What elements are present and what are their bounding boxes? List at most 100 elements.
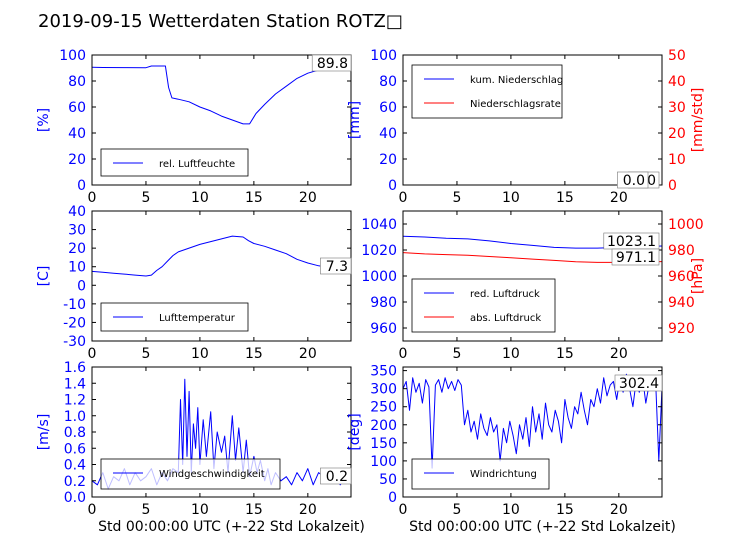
legend: Lufttemperatur	[100, 302, 249, 332]
x-tick-label: 5	[452, 346, 461, 362]
legend-box	[100, 458, 281, 490]
figure-title: 2019-09-15 Wetterdaten Station ROTZ□	[38, 11, 403, 32]
y-tick-label: 60	[379, 100, 397, 116]
x-tick-label: 5	[141, 346, 150, 362]
x-tick-label: 15	[556, 190, 574, 206]
current-value-label: 7.3	[326, 259, 348, 275]
y2-tick-label: 40	[668, 74, 686, 90]
current-value-label: 89.8	[317, 56, 348, 72]
x-axis-label: Std 00:00:00 UTC (+-22 Std Lokalzeit)	[409, 519, 676, 535]
y2-tick-label: 920	[668, 321, 695, 337]
y-axis-label: [deg]	[347, 413, 363, 450]
x-tick-label: 20	[299, 346, 317, 362]
y-axis-label: [m/s]	[36, 414, 52, 451]
x-tick-label: 20	[299, 190, 317, 206]
y-tick-label: 1040	[361, 217, 397, 233]
y-tick-label: 200	[370, 418, 397, 434]
y2-tick-label: 960	[668, 269, 695, 285]
legend: red. Luftdruck abs. Luftdruck	[411, 278, 556, 333]
x-tick-label: 0	[399, 502, 408, 518]
y-tick-label: 1.4	[64, 376, 86, 392]
y-tick-label: 40	[379, 126, 397, 142]
x-tick-label: 0	[399, 346, 408, 362]
y-tick-label: 100	[59, 48, 86, 64]
y-tick-label: 1.2	[64, 393, 86, 409]
legend-label: rel. Luftfeuchte	[159, 159, 235, 170]
legend-label: abs. Luftdruck	[470, 313, 541, 324]
y-tick-label: 1.0	[64, 409, 86, 425]
y-tick-label: 0.8	[64, 425, 86, 441]
current-value-label-box	[320, 467, 352, 485]
x-tick-label: 10	[502, 346, 520, 362]
x-tick-label: 5	[452, 190, 461, 206]
current-value-label-box	[617, 171, 649, 189]
current-value-label: 0.2	[326, 469, 348, 485]
series-line-temperature-0	[91, 235, 352, 277]
legend-label: Niederschlagsrate	[470, 99, 561, 110]
x-tick-label: 0	[88, 346, 97, 362]
legend-label: Windgeschwindigkeit	[159, 469, 265, 480]
y-tick-label: 0	[77, 278, 86, 294]
y-tick-label: -10	[63, 297, 86, 313]
legend-box	[411, 64, 563, 119]
panel-temperature: 0 5 10 15 20 -30 -20 -10 0 10 20 30 40 [C] Lufttempera…	[36, 204, 352, 362]
y-tick-label: 100	[370, 454, 397, 470]
y-tick-label: 0.4	[64, 458, 86, 474]
current-value-label: 1023.1	[607, 234, 656, 250]
x-tick-label: 0	[88, 502, 97, 518]
current-value-label: 302.4	[619, 376, 659, 392]
y-tick-label: 1020	[361, 243, 397, 259]
y-tick-label: 80	[379, 74, 397, 90]
current-value-label: 971.1	[616, 250, 656, 266]
y-axis-label: [%]	[36, 108, 52, 132]
x-tick-label: 15	[245, 502, 263, 518]
plot-frame	[402, 366, 663, 498]
x-tick-label: 0	[88, 190, 97, 206]
y-tick-label: 0.6	[64, 441, 86, 457]
y-tick-label: 30	[68, 223, 86, 239]
y-tick-label: 10	[68, 260, 86, 276]
y-tick-label: 80	[68, 74, 86, 90]
legend-label: Lufttemperatur	[159, 313, 236, 324]
y-tick-label: 40	[68, 126, 86, 142]
series-line-humidity-0	[91, 65, 352, 125]
y2-tick-label: 1000	[668, 217, 704, 233]
y-tick-label: 1000	[361, 269, 397, 285]
x-tick-label: 10	[191, 502, 209, 518]
y-tick-label: 0.0	[64, 490, 86, 506]
x-tick-label: 10	[502, 502, 520, 518]
y-tick-label: 300	[370, 382, 397, 398]
y2-tick-label: 940	[668, 295, 695, 311]
y2-tick-label: 50	[668, 48, 686, 64]
y-axis-label: [mm]	[347, 101, 363, 139]
x-tick-label: 15	[556, 502, 574, 518]
panel-precipitation: 0 5 10 15 20 0 20 40 60 80 100 0 10 20 30 40 50 [mm] [mm/s…	[347, 48, 706, 206]
y-tick-label: 20	[379, 152, 397, 168]
legend-label: red. Luftdruck	[470, 289, 540, 300]
x-tick-label: 10	[502, 190, 520, 206]
x-tick-label: 20	[610, 346, 628, 362]
current-value-label-box	[611, 248, 660, 266]
legend: rel. Luftfeuchte	[100, 148, 249, 177]
x-tick-label: 0	[399, 190, 408, 206]
current-value-label-box	[614, 374, 663, 392]
y-tick-label: 0	[388, 178, 397, 194]
y-tick-label: -20	[63, 315, 86, 331]
plot-frame	[402, 54, 663, 186]
y-tick-label: 60	[68, 100, 86, 116]
y-axis-label: [C]	[36, 266, 52, 287]
current-value-label-box	[311, 54, 352, 72]
y-tick-label: 1.6	[64, 360, 86, 376]
current-value-label: 0.0	[623, 173, 645, 189]
y2-tick-label: 980	[668, 243, 695, 259]
y-tick-label: 0	[388, 490, 397, 506]
plot-frame	[91, 54, 352, 186]
y2-tick-label: 10	[668, 152, 686, 168]
y-tick-label: 250	[370, 400, 397, 416]
x-tick-label: 20	[610, 190, 628, 206]
y-tick-label: 980	[370, 295, 397, 311]
x-tick-label: 10	[191, 346, 209, 362]
